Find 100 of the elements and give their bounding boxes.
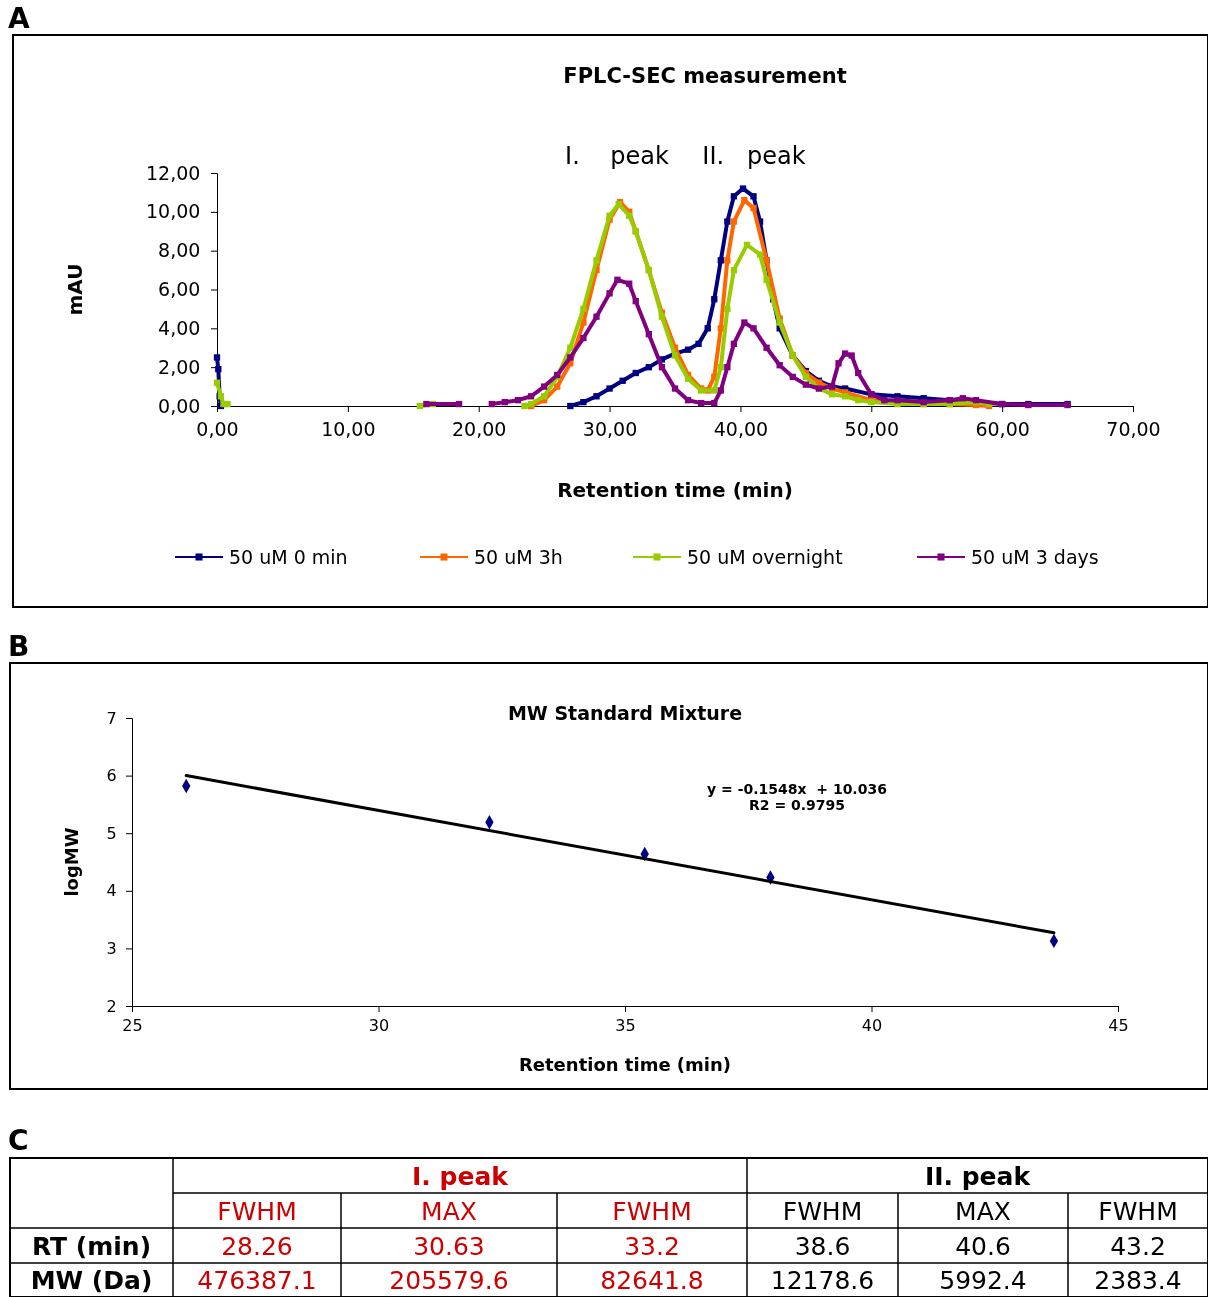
point: [959, 395, 967, 402]
text: 43.2: [1110, 1231, 1166, 1261]
point: [776, 362, 783, 369]
text: RT (min): [31, 1231, 152, 1261]
y-axis-title: logMW: [61, 827, 82, 897]
legend-label: 50 uM 0 min: [229, 546, 348, 568]
text: 12178.6: [770, 1266, 875, 1295]
point: [750, 325, 757, 332]
text: 476387.1: [197, 1266, 317, 1295]
point: [695, 340, 702, 348]
point: [835, 360, 842, 367]
point: [632, 297, 639, 305]
point: [213, 379, 221, 386]
x-tick-label: 50,00: [844, 417, 899, 440]
point: [521, 402, 528, 410]
text: MAX: [955, 1196, 1011, 1226]
point: [855, 369, 862, 377]
point: [658, 364, 666, 371]
text: FWHM: [217, 1196, 297, 1226]
text: 2383.4: [1094, 1266, 1182, 1295]
text: 5992.4: [939, 1266, 1027, 1295]
legend-label: 50 uM 3h: [474, 546, 563, 568]
point: [540, 393, 548, 400]
x-tick-label: 30: [368, 1016, 390, 1036]
point: [671, 385, 679, 392]
point: [606, 385, 613, 392]
text: 30.63: [413, 1231, 485, 1261]
point: [416, 402, 423, 410]
y-tick-label: 5: [106, 823, 117, 843]
y-tick-label: 4: [106, 881, 117, 901]
point: [828, 391, 836, 398]
text: FWHM: [612, 1196, 692, 1226]
point: [580, 398, 587, 406]
point: [763, 276, 770, 283]
y-tick-label: 7: [106, 708, 117, 728]
point: [213, 354, 221, 361]
y-tick-label: 6: [106, 766, 117, 786]
point: [645, 364, 652, 371]
point: [684, 346, 692, 353]
text: II. peak: [924, 1161, 1032, 1191]
x-tick-label: 70,00: [1106, 417, 1161, 440]
point: [619, 377, 626, 384]
text: A: [8, 2, 30, 35]
point: [730, 193, 738, 200]
point: [881, 397, 888, 404]
text: C: [8, 1124, 29, 1157]
text: 38.6: [794, 1231, 851, 1261]
point: [684, 375, 692, 382]
point: [423, 400, 430, 408]
y-tick-label: 2: [106, 996, 117, 1016]
text: 205579.6: [389, 1266, 509, 1295]
point: [711, 296, 718, 303]
point: [730, 340, 738, 348]
text: MAX: [421, 1196, 477, 1226]
point: [724, 305, 731, 313]
point: [730, 266, 738, 274]
point: [750, 193, 757, 200]
point: [802, 373, 810, 381]
point: [215, 365, 222, 373]
point: [802, 381, 810, 388]
point: [741, 197, 748, 204]
text: I. peak: [565, 142, 670, 170]
point: [724, 257, 731, 264]
text: 40.6: [955, 1231, 1011, 1261]
point: [750, 204, 757, 212]
text: FWHM: [1098, 1196, 1178, 1226]
x-tick-label: 60,00: [975, 417, 1030, 440]
y-tick-label: 10,00: [145, 200, 201, 223]
point: [848, 352, 855, 359]
text: FWHM: [782, 1196, 863, 1226]
point: [717, 257, 724, 264]
point: [717, 387, 724, 394]
chart-title: MW Standard Mixture: [507, 702, 743, 724]
y-tick-label: 0,00: [158, 394, 201, 417]
y-tick-label: 4,00: [158, 316, 201, 339]
point: [567, 402, 574, 410]
point: [763, 344, 770, 351]
annotation: y = -0.1548x + 10.036: [707, 781, 887, 797]
x-axis-title: Retention time (min): [518, 1054, 732, 1075]
point: [743, 241, 751, 248]
y-tick-label: 8,00: [158, 239, 201, 262]
point: [540, 383, 548, 390]
x-tick-label: 0,00: [196, 417, 239, 440]
point: [593, 313, 600, 320]
point: [554, 383, 561, 390]
point: [711, 387, 718, 394]
point: [698, 399, 705, 407]
point: [606, 212, 613, 219]
point: [626, 280, 633, 287]
x-axis-title: Retention time (min): [557, 478, 793, 502]
legend-label: 50 uM 3 days: [971, 546, 1099, 568]
point: [741, 319, 748, 326]
point: [501, 398, 509, 406]
point: [580, 305, 587, 313]
point: [684, 397, 692, 404]
point: [756, 251, 764, 258]
y-tick-label: 12,00: [145, 161, 201, 184]
text: 82641.8: [600, 1266, 704, 1295]
annotation: R2 = 0.9795: [748, 797, 846, 813]
x-tick-label: 30,00: [582, 417, 638, 440]
